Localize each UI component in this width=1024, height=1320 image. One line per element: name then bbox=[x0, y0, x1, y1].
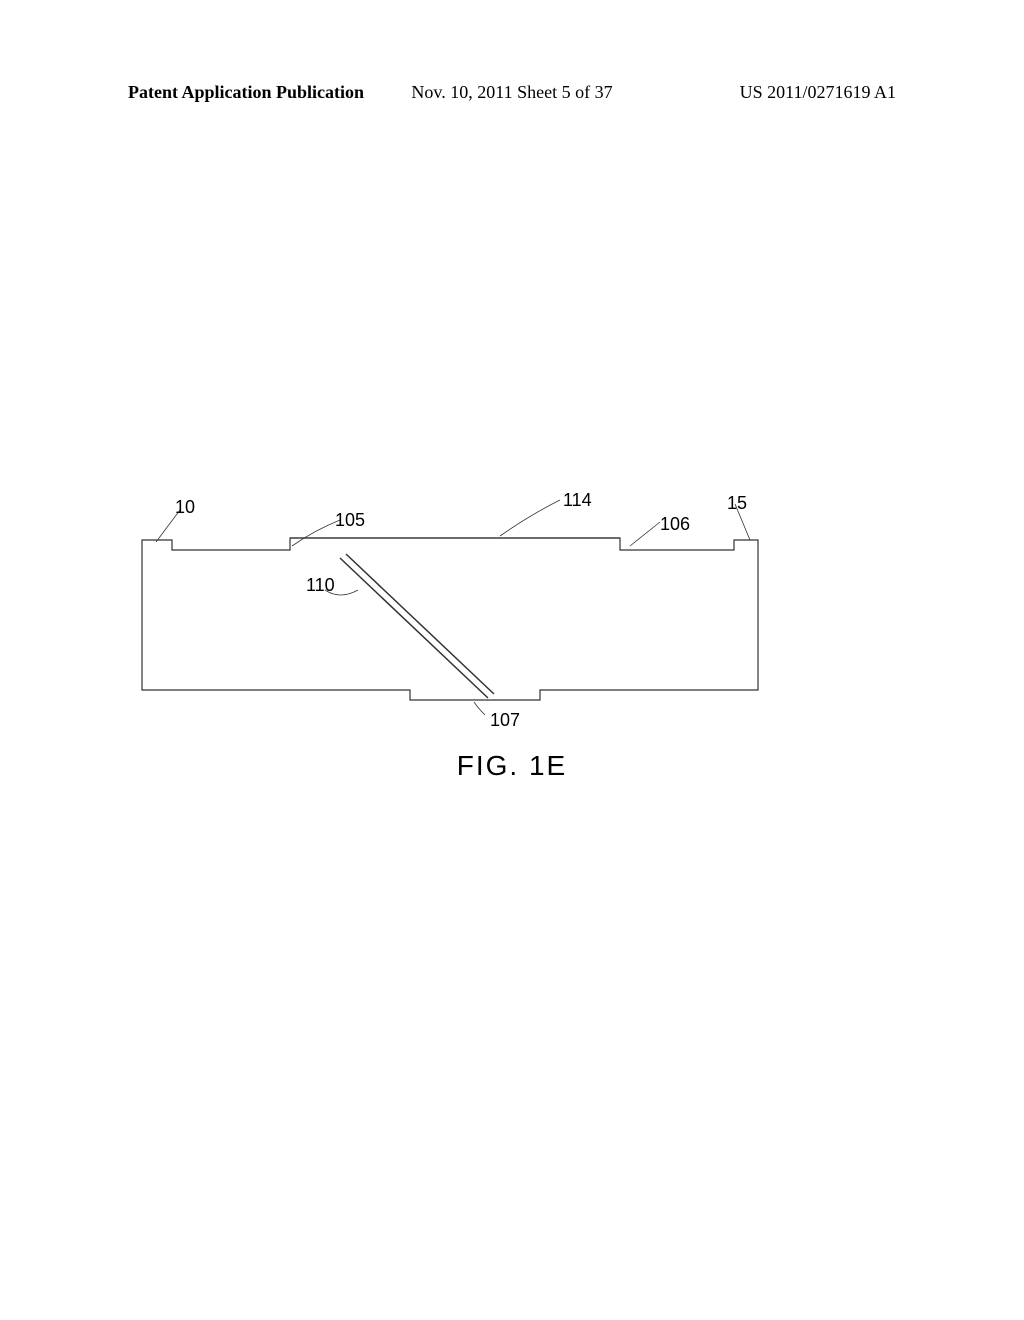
figure-caption: FIG. 1E bbox=[457, 750, 567, 782]
header-publication: Patent Application Publication bbox=[128, 82, 364, 103]
label-105: 105 bbox=[335, 510, 365, 531]
label-10: 10 bbox=[175, 497, 195, 518]
page-header: Patent Application Publication Nov. 10, … bbox=[0, 82, 1024, 103]
label-114: 114 bbox=[563, 490, 592, 511]
header-patent-number: US 2011/0271619 A1 bbox=[740, 82, 896, 103]
label-106: 106 bbox=[660, 514, 690, 535]
label-107: 107 bbox=[490, 710, 520, 731]
header-date-sheet: Nov. 10, 2011 Sheet 5 of 37 bbox=[411, 82, 612, 103]
label-15: 15 bbox=[727, 493, 747, 514]
label-110: 110 bbox=[306, 575, 335, 596]
